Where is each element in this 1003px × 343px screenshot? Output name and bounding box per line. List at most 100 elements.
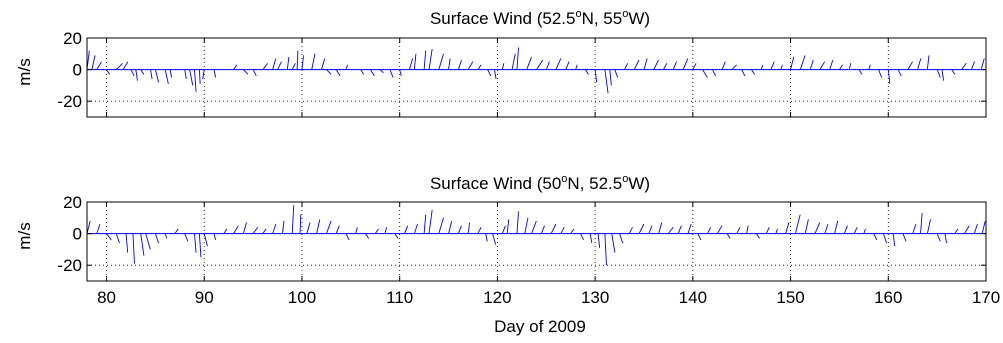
wind-stick: [726, 233, 731, 239]
wind-stick: [882, 233, 887, 244]
wind-stick: [741, 69, 746, 77]
wind-stick: [526, 56, 532, 70]
wind-stick: [125, 233, 129, 253]
panel-2-axes: [86, 201, 987, 282]
wind-stick: [132, 233, 135, 264]
wind-stick: [299, 214, 302, 234]
wind-stick: [926, 55, 930, 70]
wind-stick: [311, 53, 316, 70]
wind-stick: [941, 69, 945, 81]
wind-stick: [399, 69, 402, 77]
wind-panel-1: Surface Wind (52.5oN, 55oW) m/s 20 0 -20: [15, 8, 987, 118]
wind-stick: [106, 69, 111, 75]
wind-stick: [150, 69, 153, 80]
wind-stick: [604, 69, 609, 94]
wind-stick: [477, 227, 482, 234]
wind-stick: [448, 220, 453, 234]
wind-stick: [814, 222, 821, 234]
y-tick-label: 0: [73, 61, 82, 80]
wind-stick: [619, 233, 624, 244]
wind-stick: [379, 69, 384, 74]
wind-stick: [262, 63, 268, 70]
wind-stick: [858, 69, 863, 75]
wind-stick: [335, 69, 341, 77]
panel-2-y-axis-label: m/s: [15, 222, 34, 249]
wind-stick: [736, 227, 741, 234]
wind-stick: [829, 59, 834, 70]
wind-stick: [731, 64, 737, 70]
y-tick-label: 20: [63, 193, 82, 212]
wind-stick: [682, 58, 689, 70]
wind-stick: [799, 55, 806, 70]
wind-stick: [843, 225, 848, 234]
wind-stick: [404, 225, 409, 234]
wind-stick: [252, 69, 257, 77]
wind-stick: [780, 64, 783, 70]
wind-stick: [917, 58, 922, 70]
wind-stick: [692, 63, 697, 70]
wind-stick: [560, 227, 565, 234]
wind-stick: [702, 69, 708, 78]
x-tick-label: 150: [776, 288, 804, 307]
wind-stick: [291, 63, 296, 70]
wind-stick: [878, 69, 883, 78]
wind-stick: [555, 58, 562, 70]
wind-stick: [428, 209, 433, 234]
wind-stick: [765, 227, 770, 234]
wind-stick: [448, 58, 451, 70]
wind-stick: [477, 64, 482, 70]
wind-stick: [687, 223, 692, 234]
x-tick-label: 120: [483, 288, 511, 307]
wind-stick: [936, 69, 941, 78]
wind-stick: [624, 63, 629, 70]
x-tick-label: 160: [874, 288, 902, 307]
wind-stick: [365, 233, 370, 239]
wind-stick: [154, 69, 159, 83]
wind-stick: [91, 55, 96, 70]
y-tick-label: 20: [63, 29, 82, 48]
wind-stick: [892, 233, 896, 247]
panel-2-y-tick-labels: 20 0 -20: [57, 193, 82, 275]
wind-stick: [516, 211, 519, 234]
wind-stick: [413, 53, 417, 70]
wind-stick: [243, 69, 249, 75]
wind-stick: [751, 69, 756, 75]
wind-stick: [711, 69, 716, 77]
wind-stick: [203, 233, 208, 247]
wind-stick: [716, 225, 723, 234]
wind-stick: [501, 225, 506, 234]
wind-stick: [961, 63, 967, 70]
wind-stick: [301, 55, 305, 70]
wind-stick: [291, 205, 295, 234]
wind-stick: [887, 69, 891, 84]
wind-stick: [409, 58, 414, 70]
wind-stick: [457, 59, 462, 70]
wind-stick: [115, 62, 123, 70]
x-tick-label: 80: [97, 288, 116, 307]
wind-stick: [223, 228, 228, 234]
wind-stick: [169, 69, 173, 78]
wind-stick: [164, 233, 168, 239]
wind-stick: [413, 223, 418, 234]
wind-stick: [115, 233, 120, 244]
panel-1-y-axis-label: m/s: [15, 58, 34, 85]
wind-stick: [604, 233, 607, 266]
wind-stick: [252, 227, 259, 234]
wind-stick: [755, 233, 760, 239]
wind-stick: [785, 222, 790, 234]
wind-stick: [423, 50, 427, 70]
wind-stick: [804, 219, 809, 234]
wind-stick: [609, 69, 612, 86]
wind-stick: [944, 233, 947, 244]
wind-stick: [536, 59, 544, 70]
panel-1-title: Surface Wind (52.5oN, 55oW): [430, 8, 650, 28]
wind-stick: [951, 69, 956, 75]
wind-stick: [194, 69, 197, 92]
wind-stick: [194, 233, 197, 253]
wind-stick: [545, 61, 550, 70]
wind-stick: [970, 61, 975, 70]
wind-stick: [438, 217, 444, 234]
wind-stick: [213, 69, 217, 78]
wind-stick: [775, 228, 778, 234]
wind-stick: [707, 227, 712, 234]
